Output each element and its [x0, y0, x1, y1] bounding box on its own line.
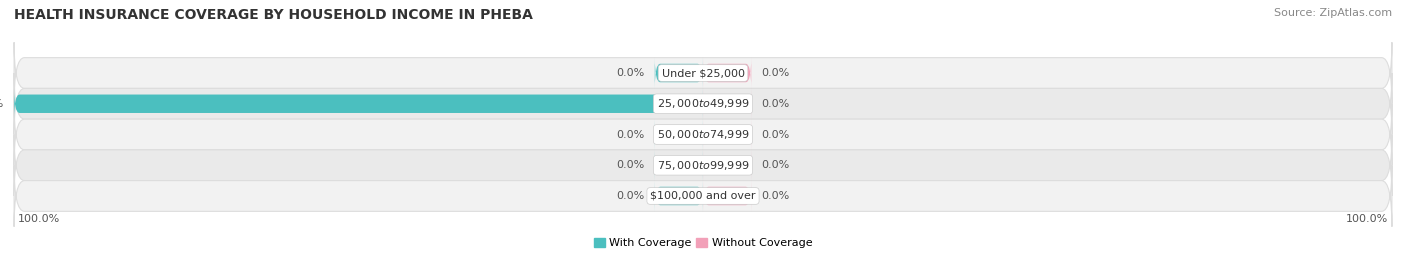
Legend: With Coverage, Without Coverage: With Coverage, Without Coverage [589, 234, 817, 253]
Text: 100.0%: 100.0% [17, 214, 59, 224]
Text: HEALTH INSURANCE COVERAGE BY HOUSEHOLD INCOME IN PHEBA: HEALTH INSURANCE COVERAGE BY HOUSEHOLD I… [14, 8, 533, 22]
Text: 0.0%: 0.0% [762, 160, 790, 170]
Text: 0.0%: 0.0% [616, 160, 644, 170]
Text: 0.0%: 0.0% [762, 99, 790, 109]
FancyBboxPatch shape [703, 89, 751, 119]
FancyBboxPatch shape [703, 119, 751, 150]
FancyBboxPatch shape [655, 180, 703, 211]
Text: $100,000 and over: $100,000 and over [650, 191, 756, 201]
Text: 100.0%: 100.0% [1347, 214, 1389, 224]
Text: Under $25,000: Under $25,000 [661, 68, 745, 78]
Text: $75,000 to $99,999: $75,000 to $99,999 [657, 159, 749, 172]
Text: 100.0%: 100.0% [0, 99, 4, 109]
FancyBboxPatch shape [655, 58, 703, 89]
FancyBboxPatch shape [14, 104, 1392, 165]
FancyBboxPatch shape [655, 119, 703, 150]
FancyBboxPatch shape [14, 134, 1392, 196]
FancyBboxPatch shape [703, 58, 751, 89]
Text: 0.0%: 0.0% [762, 191, 790, 201]
Text: Source: ZipAtlas.com: Source: ZipAtlas.com [1274, 8, 1392, 18]
Text: 0.0%: 0.0% [616, 129, 644, 140]
FancyBboxPatch shape [703, 150, 751, 180]
FancyBboxPatch shape [14, 73, 1392, 134]
Text: 0.0%: 0.0% [616, 191, 644, 201]
Text: 0.0%: 0.0% [762, 129, 790, 140]
FancyBboxPatch shape [14, 89, 703, 119]
Text: $25,000 to $49,999: $25,000 to $49,999 [657, 97, 749, 110]
Text: 0.0%: 0.0% [762, 68, 790, 78]
FancyBboxPatch shape [703, 180, 751, 211]
FancyBboxPatch shape [14, 42, 1392, 104]
Text: 0.0%: 0.0% [616, 68, 644, 78]
FancyBboxPatch shape [655, 150, 703, 180]
Text: $50,000 to $74,999: $50,000 to $74,999 [657, 128, 749, 141]
FancyBboxPatch shape [14, 165, 1392, 227]
